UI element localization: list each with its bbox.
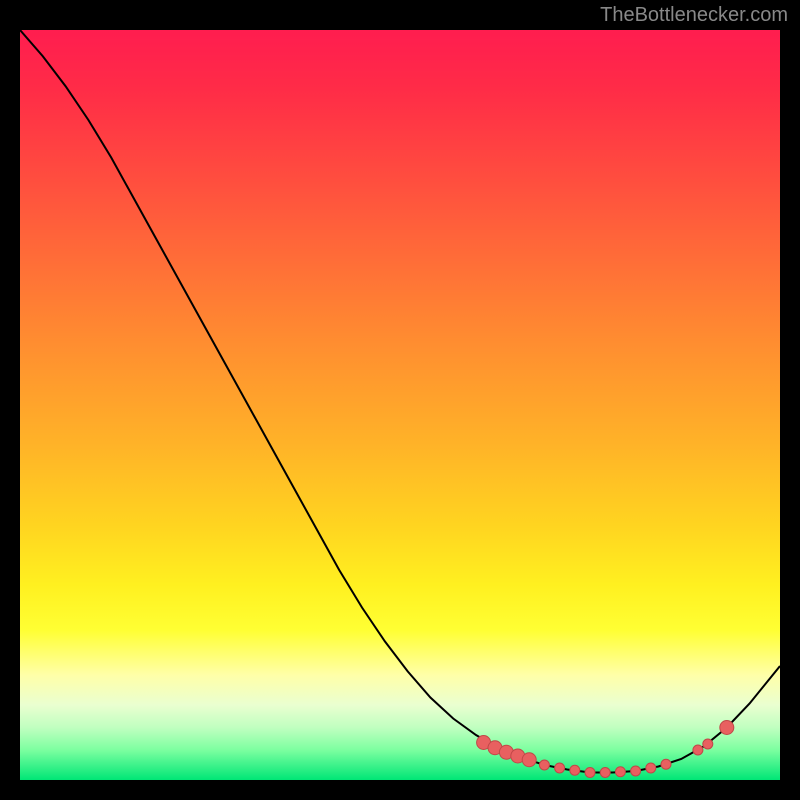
chart-marker	[646, 763, 656, 773]
bottleneck-chart	[20, 30, 780, 780]
chart-marker	[720, 721, 734, 735]
chart-marker	[555, 763, 565, 773]
chart-marker	[693, 745, 703, 755]
chart-marker	[585, 768, 595, 778]
chart-marker	[703, 739, 713, 749]
chart-marker	[539, 760, 549, 770]
chart-marker	[570, 765, 580, 775]
chart-marker	[661, 759, 671, 769]
chart-background	[20, 30, 780, 780]
chart-marker	[522, 753, 536, 767]
watermark-text: TheBottlenecker.com	[0, 0, 800, 28]
chart-container	[0, 28, 800, 800]
chart-marker	[615, 767, 625, 777]
chart-marker	[600, 768, 610, 778]
chart-marker	[631, 766, 641, 776]
